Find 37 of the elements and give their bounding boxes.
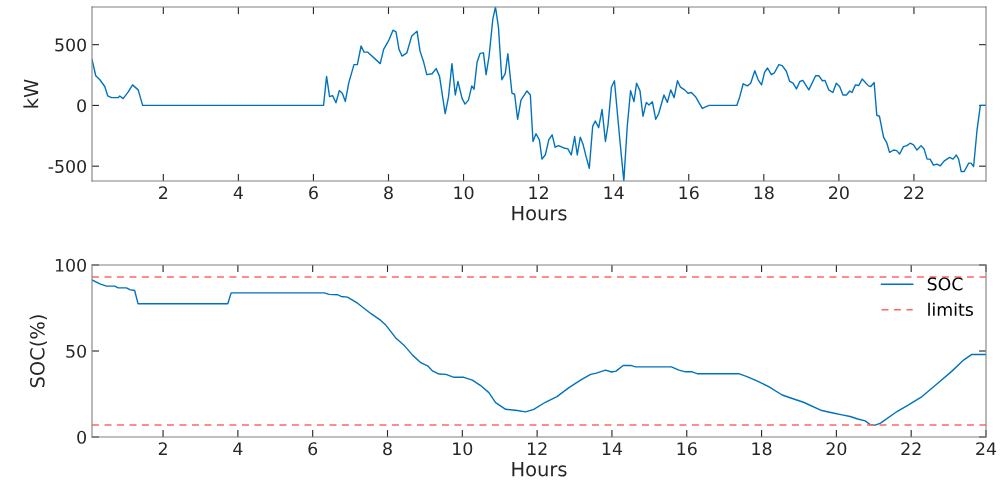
y-tick-label: -500 [48,159,86,174]
x-tick-label: 14 [604,186,624,200]
x-tick-label: 6 [308,442,318,456]
x-tick-label: 14 [602,442,623,456]
x-tick-label: 18 [754,186,774,200]
line-series [92,7,986,181]
x-tick-label: 4 [233,442,243,456]
x-tick-label: 12 [527,442,547,456]
x-tick-label: 10 [453,442,473,456]
x-tick-label: 20 [826,442,847,456]
x-tick-label: 6 [309,186,318,200]
x-tick-label: 24 [976,442,997,456]
y-axis-title: kW [23,79,39,108]
x-tick-label: 16 [679,186,699,200]
x-tick-label: 8 [383,442,392,456]
y-tick-label: 0 [77,430,86,444]
legend-label: limits [928,302,973,317]
x-axis-title: Hours [512,206,567,221]
y-tick-label: 500 [55,38,86,52]
x-tick-label: 2 [158,442,167,456]
y-tick-label: 50 [66,344,86,358]
x-tick-label: 10 [454,186,474,200]
y-tick-label: 0 [77,99,86,113]
y-tick-label: 100 [55,258,86,272]
x-tick-label: 4 [233,186,243,200]
x-tick-label: 16 [677,442,697,456]
legend-label: SOC [927,277,963,291]
x-tick-label: 22 [904,186,924,200]
x-tick-label: 8 [384,186,393,200]
y-axis-title: SOC(%) [29,315,47,388]
x-tick-label: 22 [901,442,921,456]
x-tick-label: 12 [529,186,548,200]
line-series [92,279,986,426]
x-tick-label: 2 [159,186,168,200]
x-tick-label: 20 [829,186,849,200]
x-axis-title: Hours [512,462,567,477]
x-tick-label: 18 [752,442,772,456]
